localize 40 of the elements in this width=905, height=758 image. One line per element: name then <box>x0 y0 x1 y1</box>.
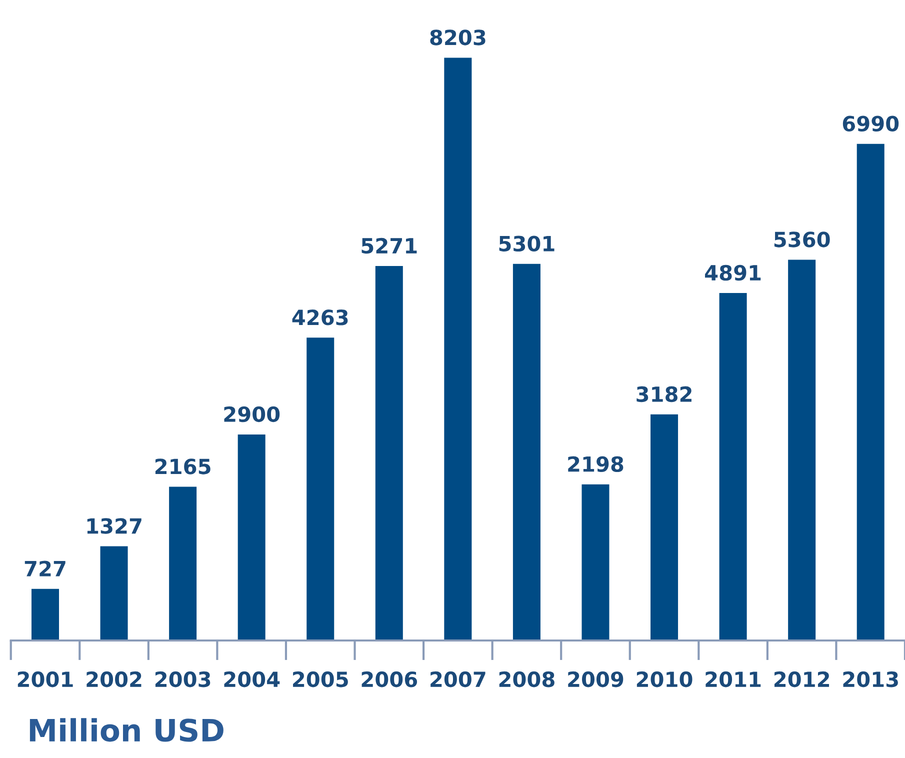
data-label: 3182 <box>636 386 692 402</box>
bar <box>444 58 472 641</box>
x-tick-label: 2008 <box>499 671 554 688</box>
bar <box>238 434 266 641</box>
x-tick-label: 2012 <box>774 671 830 688</box>
x-tick-label: 2001 <box>18 671 73 688</box>
data-label: 5271 <box>362 238 417 254</box>
bar <box>650 414 678 641</box>
x-tick-label: 2002 <box>86 671 142 688</box>
text: Million USD <box>30 718 224 742</box>
x-tick-label: 2009 <box>568 671 624 688</box>
data-label: 727 <box>24 560 66 576</box>
data-label: 2900 <box>224 406 280 422</box>
bar <box>31 588 60 641</box>
data-label: 1327 <box>87 518 142 534</box>
bar <box>375 266 403 641</box>
x-tick-label: 2013 <box>843 671 898 688</box>
data-label: 5301 <box>499 236 554 252</box>
data-label: 2198 <box>568 456 624 472</box>
bar <box>306 338 334 641</box>
data-label: 4263 <box>292 310 348 326</box>
bar <box>169 486 197 641</box>
bar <box>582 484 610 641</box>
data-label: 5360 <box>774 232 830 248</box>
bar <box>856 144 884 641</box>
bar <box>100 546 128 641</box>
x-tick-label: 2007 <box>430 671 486 688</box>
data-label: 4891 <box>704 264 761 281</box>
x-tick-label: 2004 <box>224 671 280 688</box>
data-label: 8203 <box>430 30 486 46</box>
x-tick-label: 2005 <box>293 671 348 688</box>
bar <box>512 264 540 641</box>
x-tick-label: 2003 <box>155 671 210 688</box>
data-label: 6990 <box>842 116 899 132</box>
data-label: 2165 <box>155 458 210 474</box>
x-tick-label: 2011 <box>706 671 761 688</box>
x-tick-label: 2006 <box>362 671 418 688</box>
x-tick-label: 2010 <box>636 671 692 688</box>
bar <box>788 260 816 641</box>
bar <box>719 293 747 641</box>
